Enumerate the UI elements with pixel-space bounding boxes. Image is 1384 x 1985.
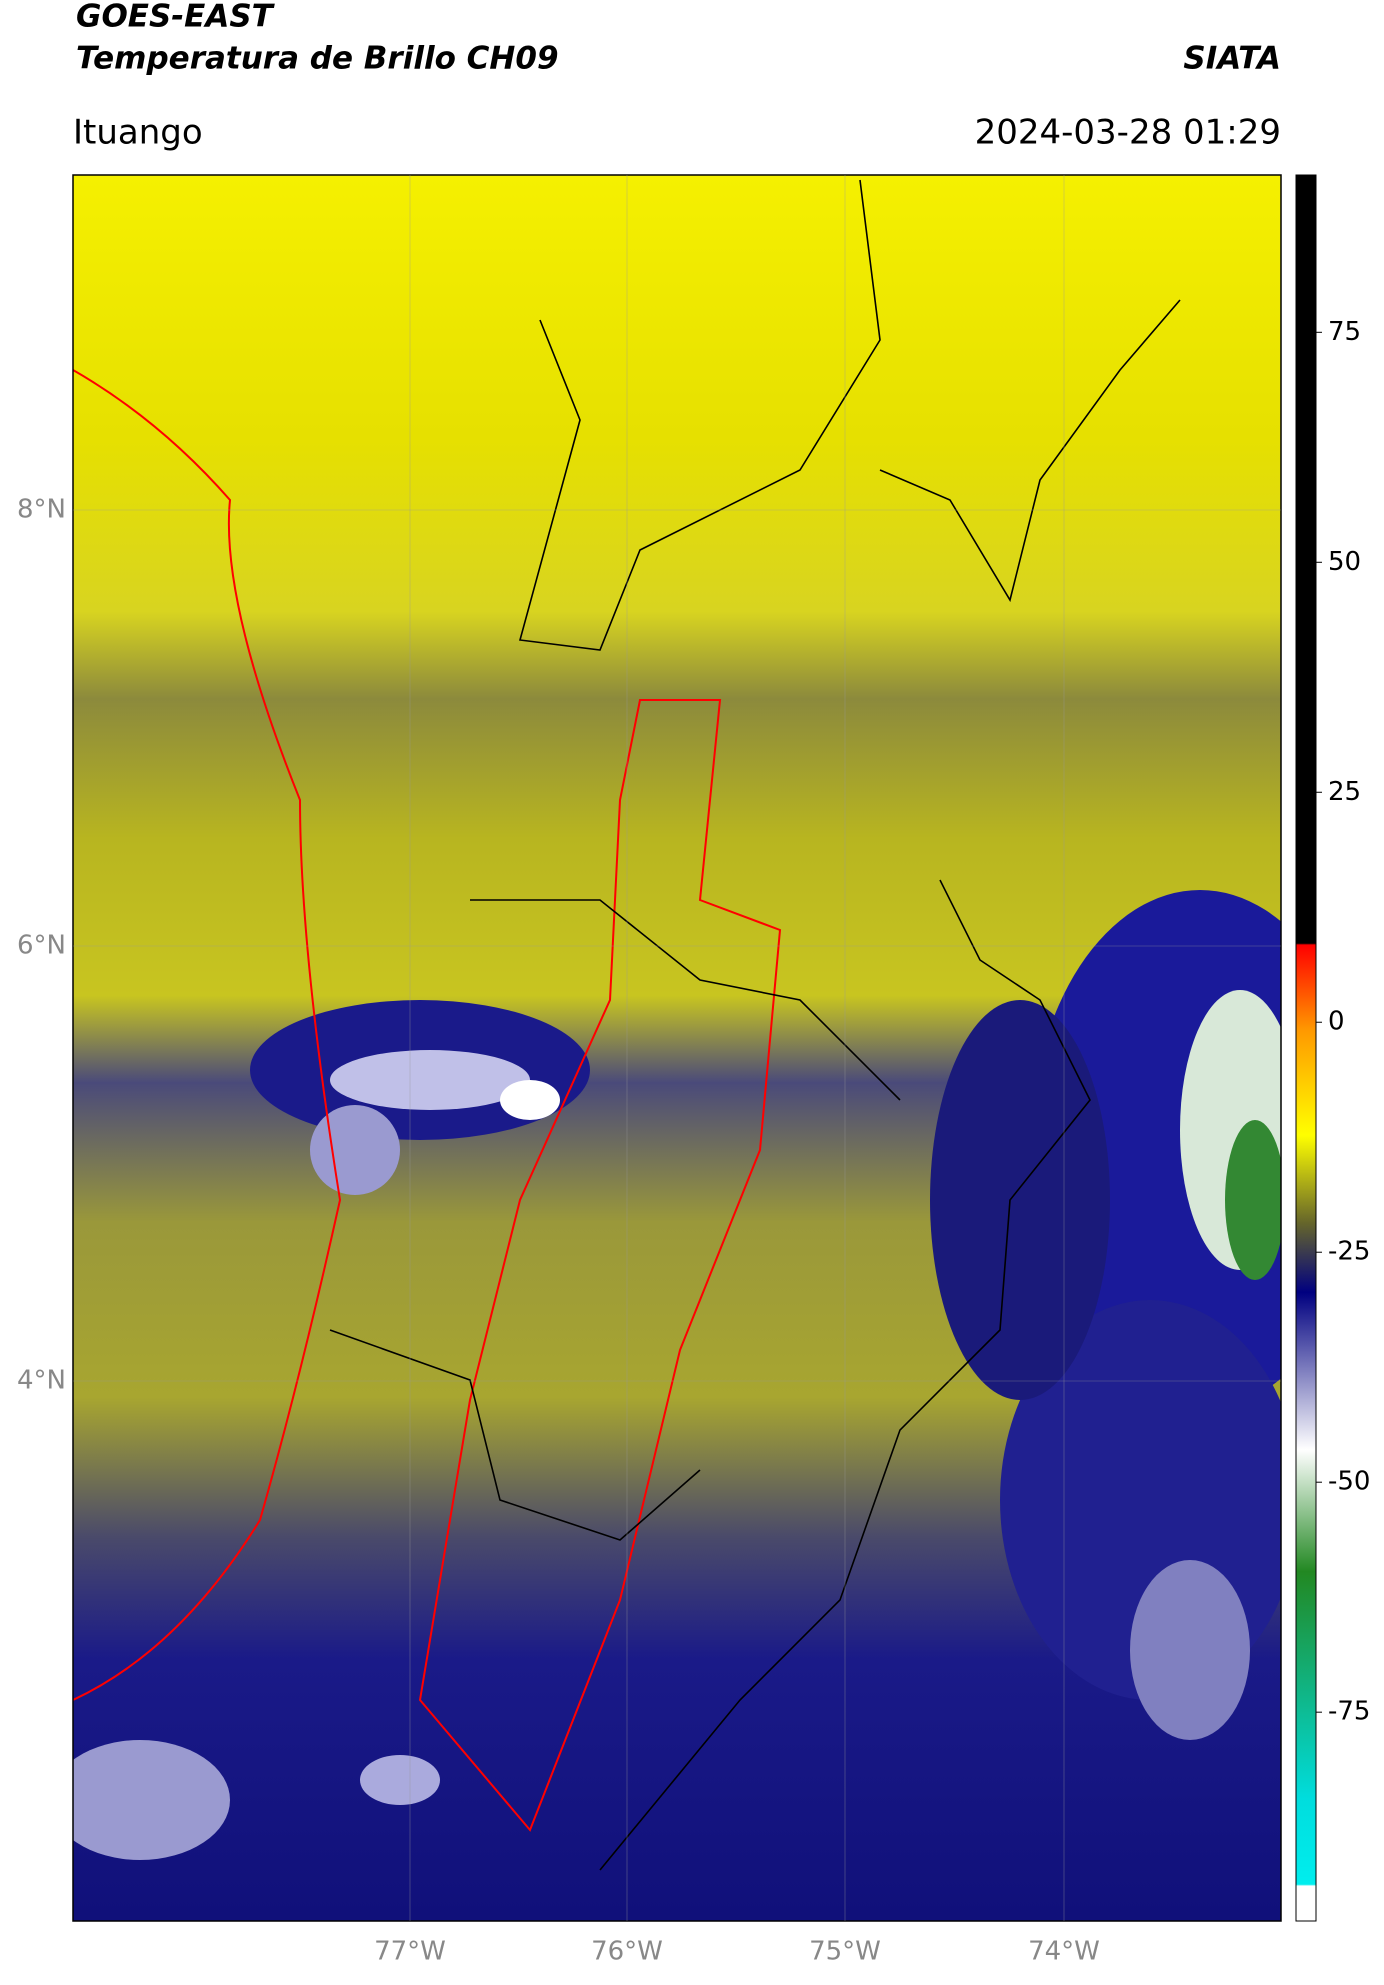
agency: SIATA xyxy=(1183,41,1281,77)
datetime: 2024-03-28 01:29 xyxy=(975,113,1281,153)
lon-label: 76°W xyxy=(591,1937,663,1967)
lat-label: 6°N xyxy=(17,931,66,961)
colorbar-tick-label: 50 xyxy=(1328,547,1361,577)
lon-label: 75°W xyxy=(809,1937,881,1967)
satellite-image xyxy=(73,175,1281,1921)
colorbar-tick-label: -50 xyxy=(1328,1467,1370,1497)
colorbar-tick-label: -25 xyxy=(1328,1237,1370,1267)
colorbar-tick-label: -75 xyxy=(1328,1697,1370,1727)
colorbar-tick-label: 0 xyxy=(1328,1007,1345,1037)
colorbar xyxy=(1295,174,1317,1922)
lon-label: 77°W xyxy=(374,1937,446,1967)
satellite: GOES-EAST xyxy=(76,0,276,35)
map-frame xyxy=(72,174,1282,1922)
colorbar-tick-label: 25 xyxy=(1328,777,1361,807)
colorbar-tick-label: 75 xyxy=(1328,317,1361,347)
lat-label: 8°N xyxy=(17,495,66,525)
product: Temperatura de Brillo CH09 xyxy=(76,41,559,77)
lon-label: 74°W xyxy=(1028,1937,1100,1967)
location: Ituango xyxy=(73,113,203,153)
lat-label: 4°N xyxy=(17,1366,66,1396)
